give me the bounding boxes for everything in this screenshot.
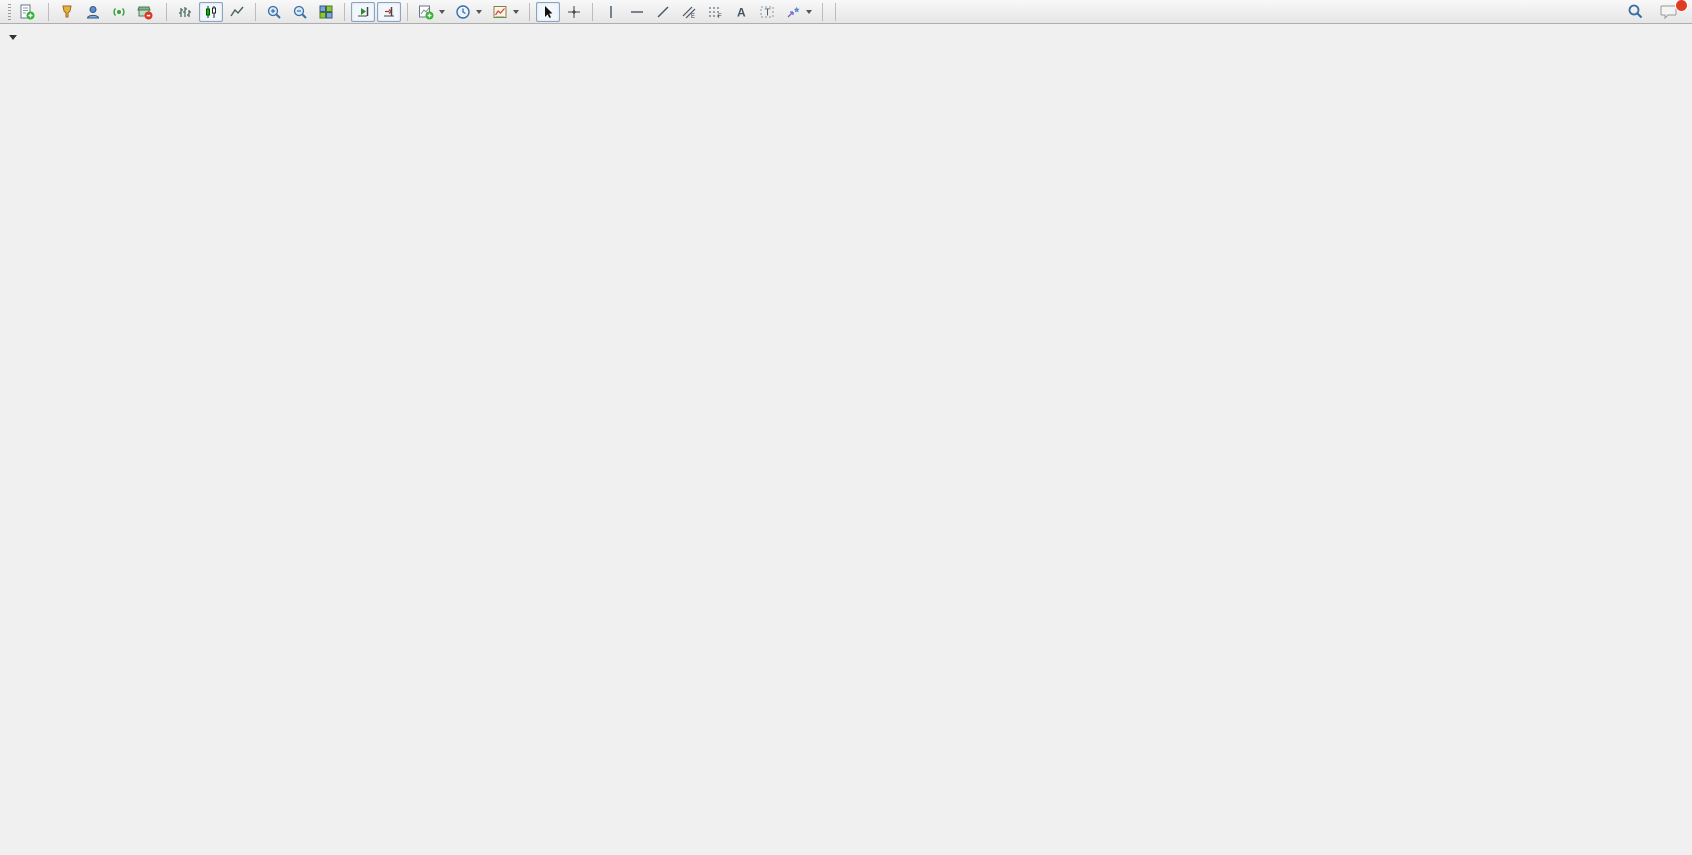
separator bbox=[835, 2, 836, 21]
fibonacci-icon: F bbox=[709, 7, 722, 20]
horizontal-line-icon bbox=[631, 10, 643, 13]
separator bbox=[407, 2, 408, 21]
fibonacci-tool-button[interactable]: F bbox=[703, 2, 727, 22]
svg-text:T: T bbox=[765, 7, 771, 18]
crosshair-tool-button[interactable] bbox=[562, 2, 586, 22]
new-order-button[interactable] bbox=[15, 2, 42, 22]
clock-icon bbox=[456, 4, 470, 19]
shapes-icon bbox=[787, 6, 800, 17]
template-icon bbox=[493, 5, 507, 18]
tile-windows-icon bbox=[319, 5, 333, 18]
zoom-in-button[interactable] bbox=[262, 2, 286, 22]
zoom-in-icon bbox=[267, 5, 281, 19]
separator bbox=[48, 2, 49, 21]
macd-indicator-label bbox=[8, 592, 11, 604]
svg-text:A: A bbox=[737, 5, 746, 19]
chart-menu-icon[interactable] bbox=[9, 35, 17, 40]
notifications-button[interactable] bbox=[1656, 0, 1688, 22]
search-button[interactable] bbox=[1623, 2, 1648, 22]
auto-scroll-icon bbox=[358, 6, 369, 16]
templates-button[interactable] bbox=[488, 2, 523, 22]
tile-windows-button[interactable] bbox=[314, 2, 338, 22]
crosshair-icon bbox=[568, 5, 580, 18]
signals-button[interactable] bbox=[107, 2, 131, 22]
candlestick-mode-button[interactable] bbox=[199, 1, 223, 22]
new-order-icon bbox=[20, 4, 35, 19]
chart-shift-button[interactable] bbox=[377, 1, 401, 22]
text-label-tool-button[interactable]: T bbox=[755, 2, 779, 22]
broadcast-icon bbox=[113, 7, 125, 16]
funnel-icon bbox=[62, 5, 72, 17]
svg-text:F: F bbox=[718, 14, 722, 20]
trendline-tool-button[interactable] bbox=[651, 2, 675, 22]
separator bbox=[166, 2, 167, 21]
cursor-icon bbox=[545, 5, 553, 18]
text-icon: A bbox=[737, 5, 746, 19]
bar-chart-mode-button[interactable] bbox=[173, 2, 197, 22]
zoom-out-icon bbox=[293, 5, 307, 19]
separator bbox=[344, 2, 345, 21]
channel-tool-button[interactable]: E bbox=[677, 2, 701, 22]
separator bbox=[592, 2, 593, 21]
chevron-down-icon bbox=[476, 9, 482, 14]
auto-trading-button[interactable] bbox=[133, 2, 160, 22]
separator bbox=[255, 2, 256, 21]
text-label-icon: T bbox=[760, 6, 774, 18]
chart-shift-icon bbox=[384, 6, 394, 16]
arrows-tool-button[interactable] bbox=[781, 2, 816, 22]
toolbar-drag-handle[interactable] bbox=[8, 3, 11, 20]
chart-title bbox=[9, 31, 28, 43]
text-tool-button[interactable]: A bbox=[729, 2, 753, 22]
line-chart-mode-button[interactable] bbox=[225, 2, 249, 22]
chevron-down-icon bbox=[513, 9, 519, 14]
line-chart-icon bbox=[230, 6, 244, 16]
chart-window[interactable] bbox=[0, 24, 1692, 855]
vertical-line-tool-button[interactable] bbox=[599, 2, 623, 22]
toolbar: E F A T bbox=[0, 0, 1692, 24]
toolbar-right bbox=[1623, 0, 1688, 22]
horizontal-line-tool-button[interactable] bbox=[625, 2, 649, 22]
chevron-down-icon bbox=[806, 9, 812, 14]
search-icon bbox=[1628, 4, 1643, 19]
separator bbox=[822, 2, 823, 21]
orders-button[interactable] bbox=[55, 2, 79, 22]
notification-badge bbox=[1675, 0, 1688, 12]
equidistant-channel-icon: E bbox=[682, 6, 696, 20]
vertical-line-icon bbox=[610, 5, 612, 18]
candlestick-icon bbox=[206, 5, 216, 18]
cursor-tool-button[interactable] bbox=[536, 1, 560, 22]
rsi-indicator-label bbox=[8, 715, 11, 727]
periods-button[interactable] bbox=[451, 2, 486, 22]
chevron-down-icon bbox=[439, 9, 445, 14]
add-indicator-icon bbox=[419, 5, 434, 19]
indicators-button[interactable] bbox=[414, 2, 449, 22]
bar-chart-icon bbox=[179, 6, 191, 17]
user-cloud-icon bbox=[86, 5, 100, 18]
community-button[interactable] bbox=[81, 2, 105, 22]
trendline-icon bbox=[657, 6, 669, 17]
separator bbox=[529, 2, 530, 21]
auto-trading-icon bbox=[137, 6, 153, 19]
auto-scroll-button[interactable] bbox=[351, 1, 375, 22]
svg-text:E: E bbox=[691, 14, 695, 20]
zoom-out-button[interactable] bbox=[288, 2, 312, 22]
